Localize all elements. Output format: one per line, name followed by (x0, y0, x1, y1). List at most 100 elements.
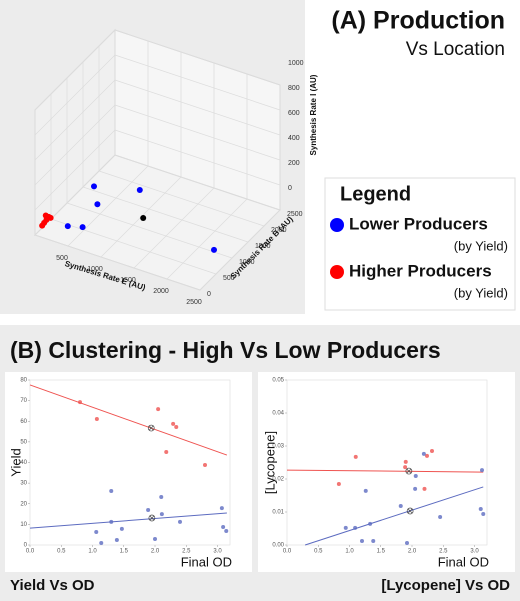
y-tick-label: 1500 (255, 243, 271, 250)
grid-line (133, 187, 215, 269)
center-glyph (149, 425, 154, 431)
x-tick-label: 1000 (87, 266, 103, 273)
grid-line (67, 165, 149, 247)
x-tick-label: 1.5 (377, 549, 386, 555)
grid-line (34, 54, 116, 136)
data-point (413, 474, 418, 479)
y-tick-label: 40 (20, 460, 27, 466)
data-point (405, 541, 409, 546)
data-point (211, 246, 217, 253)
data-point (178, 519, 182, 524)
data-point (363, 488, 368, 493)
x-tick-label: 0.5 (57, 549, 66, 555)
legend-box (324, 177, 516, 311)
data-point (343, 525, 348, 530)
z-tick-label: 200 (288, 160, 300, 167)
x-tick-label: 0.0 (26, 549, 35, 555)
data-point (159, 494, 164, 499)
data-point (94, 201, 101, 208)
grid-line (82, 186, 249, 243)
center-glyph (148, 514, 156, 522)
data-point (39, 222, 46, 229)
y-tick-label: 0.03 (272, 444, 284, 450)
x-tick-label: 0.5 (314, 549, 323, 555)
x-tick-label: 2000 (153, 288, 169, 295)
grid-line (98, 170, 265, 227)
y-tick-label: 70 (20, 398, 27, 404)
data-point (78, 400, 82, 405)
y-tick-label: 1000 (239, 259, 255, 266)
data-point (430, 448, 434, 453)
legend-marker (330, 218, 344, 232)
data-point (159, 512, 164, 517)
grid-line (114, 154, 281, 211)
data-point (94, 416, 99, 421)
caption: Yield Vs OD (10, 577, 95, 594)
y-tick-label: 30 (20, 481, 27, 487)
x-axis-label: Final OD (181, 554, 232, 569)
cluster-center (147, 424, 155, 432)
y-tick-label: 0.01 (272, 510, 284, 516)
grid-line (34, 129, 116, 211)
data-point (336, 481, 341, 486)
regression-line (29, 512, 227, 529)
data-point (153, 537, 157, 542)
legend-note: (by Yield) (454, 285, 508, 300)
center-glyph (149, 515, 155, 521)
x-tick-label: 1500 (120, 277, 136, 284)
data-point (368, 521, 373, 526)
data-point (438, 514, 443, 519)
grid-line (114, 54, 281, 111)
cluster-center (405, 467, 413, 475)
data-point (403, 459, 408, 464)
y-tick-label: 10 (20, 522, 27, 528)
axes-frame (286, 379, 488, 546)
center-glyph (405, 467, 413, 475)
y-tick-label: 20 (20, 501, 27, 507)
data-point (156, 407, 161, 412)
data-point (371, 539, 376, 544)
regression-line (304, 486, 484, 546)
y-tick-label: 50 (20, 439, 27, 445)
data-point (203, 462, 207, 467)
legend-title: Legend (340, 183, 411, 205)
grid-line (114, 29, 281, 86)
y-tick-label: 0 (24, 543, 28, 549)
data-point (99, 540, 104, 545)
center-glyph (147, 424, 155, 432)
panel-title: (A) Production (331, 7, 505, 35)
data-point (47, 214, 54, 221)
z-axis-label: Synthesis Rate I (AU) (309, 74, 318, 155)
center-glyph (406, 468, 412, 474)
x-tick-label: 1.0 (88, 549, 97, 555)
x-tick-label: 2.0 (408, 549, 417, 555)
cluster-center (406, 507, 414, 515)
grid-line (166, 198, 248, 280)
x-tick-label: 1.0 (345, 549, 354, 555)
data-point (425, 453, 429, 458)
data-point (171, 421, 176, 426)
data-point (421, 451, 426, 456)
z-tick-label: 800 (288, 85, 300, 92)
center-glyph (407, 508, 413, 514)
data-point (174, 425, 179, 430)
y-tick-label: 2000 (271, 227, 287, 234)
y-tick-label: 0.04 (272, 411, 284, 417)
data-point (413, 486, 418, 491)
legend-label: Higher Producers (349, 261, 492, 280)
x-tick-label: 2.5 (182, 549, 191, 555)
regression-line (286, 469, 484, 473)
y-tick-label: 0 (207, 291, 211, 298)
data-point (114, 538, 119, 543)
grid-line (199, 209, 281, 291)
grid-line (34, 79, 116, 161)
grid-line (114, 129, 281, 186)
x-axis-label: Final OD (438, 554, 489, 569)
data-point (360, 539, 364, 544)
regression-line (29, 384, 228, 456)
x-tick-label: 2500 (186, 299, 202, 306)
x-tick-label: 0.0 (283, 549, 292, 555)
y-axis-label: Yield (8, 448, 23, 476)
data-point (164, 449, 169, 454)
